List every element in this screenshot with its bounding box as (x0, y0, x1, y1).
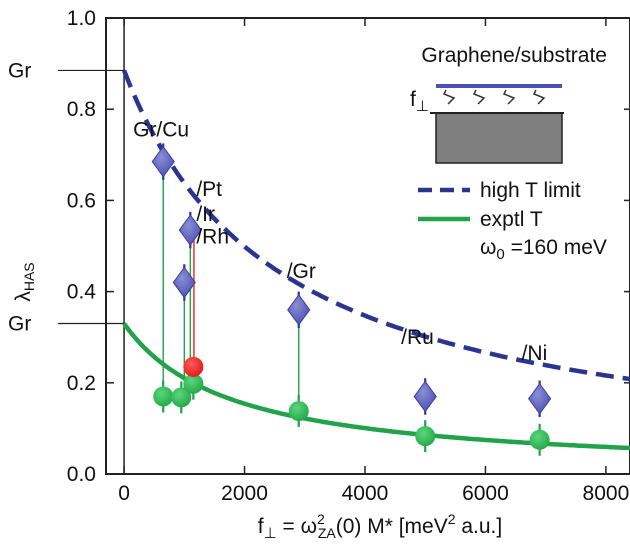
annotation-label: /Ir (196, 203, 215, 226)
annotation-label: /Pt (196, 178, 222, 201)
inset-force-label: f⊥ (410, 88, 429, 115)
exptl-t-point (183, 373, 204, 394)
high-t-curve (122, 69, 630, 382)
y-tick-label: 0.2 (67, 372, 96, 395)
high-t-point (528, 382, 552, 415)
x-tick-label: 0 (118, 482, 130, 505)
high-t-point (287, 293, 311, 326)
inset-springs-icon (442, 89, 546, 105)
y-tick-label: 1.0 (67, 7, 96, 30)
high-t-point (413, 380, 437, 413)
annotation-label: /Gr (287, 260, 316, 283)
y-tick-label: 0.6 (67, 189, 96, 212)
high-t-point (178, 214, 202, 246)
legend-exptl-t-label: exptl T (480, 208, 543, 231)
x-tick-label: 8000 (583, 482, 630, 505)
legend-omega: ω0 =160 meV (480, 236, 607, 263)
exptl-t-point (171, 387, 192, 408)
y-tick-label: 0.8 (67, 98, 96, 121)
x-axis: 0 2000 4000 6000 8000 (118, 18, 629, 505)
y-axis-title: λHAS (12, 262, 37, 301)
exptl-t-point (529, 429, 550, 450)
y-tick-label: 0.0 (67, 463, 96, 486)
x-tick-label: 4000 (342, 482, 389, 505)
high-t-point (172, 266, 196, 299)
inset-substrate (435, 112, 563, 164)
inset-title: Graphene/substrate (421, 44, 607, 67)
gr-markers: Gr Gr (8, 59, 125, 336)
annotation-label: /Ni (522, 342, 548, 365)
legend: Graphene/substrate f⊥ high T limit exptl… (410, 44, 607, 263)
plot-frame (105, 17, 630, 475)
exptl-t-point (153, 386, 174, 407)
exptl-t-point (288, 401, 309, 422)
annotation-label: /Ru (401, 326, 434, 349)
x-tick-label: 2000 (221, 482, 268, 505)
y-tick-label: 0.4 (67, 281, 97, 304)
exptl-t-point (415, 426, 436, 447)
pt-point (183, 356, 204, 377)
y-axis: 0.0 0.2 0.4 0.6 0.8 1.0 (67, 7, 630, 486)
annotation-label: /Rh (196, 226, 229, 249)
x-tick-label: 6000 (462, 482, 509, 505)
gr-label: Gr (8, 59, 31, 82)
x-axis-title: f⊥ = ω2 ZA(0) M* [meV2 a.u.] (258, 511, 502, 542)
legend-high-t-label: high T limit (480, 179, 581, 202)
gr-label: Gr (8, 313, 31, 336)
point-annotations: Gr/Cu/Pt/Ir/Rh/Gr/Ru/Ni (133, 119, 547, 365)
high-t-point (151, 145, 175, 178)
data-points (151, 143, 552, 456)
annotation-label: Gr/Cu (133, 119, 189, 142)
